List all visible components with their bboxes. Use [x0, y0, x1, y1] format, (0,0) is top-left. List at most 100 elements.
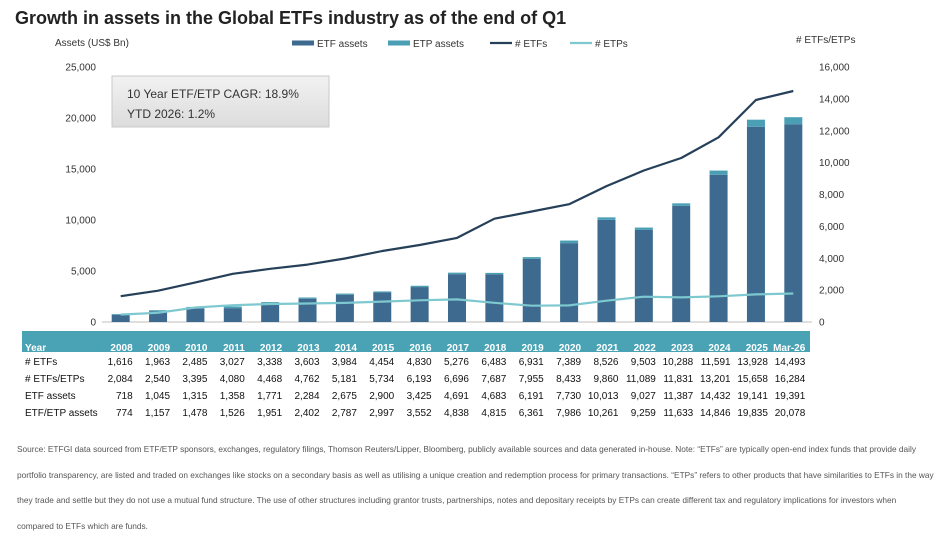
bar-etp-assets	[373, 291, 392, 293]
table-cell: 1,526	[220, 408, 245, 419]
table-cell: 19,141	[737, 391, 768, 402]
table-cell: 14,493	[775, 357, 806, 368]
bar-etf-assets	[746, 126, 765, 322]
table-cell: 1,157	[145, 408, 170, 419]
table-cell: 9,860	[593, 374, 618, 385]
table-row-label: # ETFs	[25, 357, 57, 368]
lines	[120, 89, 794, 316]
table-year-label: 2014	[335, 343, 358, 354]
bar-etp-assets	[410, 285, 429, 288]
table-year-label: 2012	[260, 343, 283, 354]
bar-etp-assets	[111, 314, 130, 315]
cagr-box	[111, 75, 330, 128]
legend-swatch	[292, 40, 314, 46]
table-cell: 3,395	[182, 374, 207, 385]
table-year-label: 2022	[634, 343, 657, 354]
legend-item: ETP assets	[388, 39, 464, 50]
table-cell: 1,616	[108, 357, 133, 368]
table-year-label: 2017	[447, 343, 470, 354]
table-year-label: 2008	[110, 343, 133, 354]
cagr-annotation: 10 Year ETF/ETP CAGR: 18.9% YTD 2026: 1.…	[111, 75, 330, 128]
table-year-label: 2010	[185, 343, 208, 354]
table-cell: 6,193	[407, 374, 432, 385]
y2-tick-label: 8,000	[819, 190, 844, 201]
legend-item: # ETFs	[490, 39, 547, 50]
table-cell: 2,900	[369, 391, 394, 402]
table-year-label: 2009	[148, 343, 171, 354]
y2-tick-label: 12,000	[819, 126, 850, 137]
table-cell: 2,675	[332, 391, 357, 402]
bar-etp-assets	[448, 272, 466, 275]
table-cell: 3,984	[332, 357, 357, 368]
table-row: # ETFs/ETPs 2,084 2,540 3,395 4,080 4,468 4,76…	[25, 374, 806, 385]
table-header-label: Year	[25, 343, 46, 354]
bar-etp-assets	[149, 310, 168, 312]
table-cell: 9,503	[631, 357, 656, 368]
table-year-label: 2015	[372, 343, 395, 354]
bar-etf-assets	[485, 274, 504, 322]
legend-label: # ETPs	[595, 39, 628, 50]
table-cell: 11,831	[663, 374, 693, 385]
table-year-label: Mar-26	[773, 343, 806, 354]
y-axis-title: Assets (US$ Bn)	[55, 38, 129, 49]
bar-etf-assets	[186, 308, 205, 322]
table-cell: 10,288	[663, 357, 694, 368]
bar-etp-assets	[522, 257, 541, 259]
table-year-label: 2025	[746, 343, 769, 354]
table-row-label: ETF/ETP assets	[25, 408, 98, 419]
table-cell: 1,478	[182, 408, 207, 419]
y-tick-label: 10,000	[65, 216, 96, 227]
table-cell: 5,276	[444, 357, 469, 368]
y2-tick-label: 4,000	[819, 254, 844, 265]
bar-etf-assets	[298, 298, 317, 322]
table-cell: 4,762	[294, 374, 319, 385]
legend-item: ETF assets	[292, 39, 368, 50]
table-year-label: 2024	[708, 343, 731, 354]
table-year-label: 2018	[484, 343, 507, 354]
bar-etp-assets	[709, 170, 728, 175]
table-cell: 8,433	[556, 374, 581, 385]
y-tick-label: 5,000	[71, 267, 96, 278]
bar-etp-assets	[560, 240, 579, 244]
table-cell: 3,425	[407, 391, 432, 402]
line-etfs	[120, 89, 794, 298]
table-cell: 9,259	[631, 408, 656, 419]
table-cell: 11,387	[663, 391, 693, 402]
bar-etf-assets	[672, 205, 691, 322]
table-row-label: ETF assets	[25, 391, 76, 402]
table-cell: 1,315	[182, 391, 207, 402]
bar-etf-assets	[709, 174, 728, 322]
table-cell: 4,838	[444, 408, 469, 419]
table-cell: 7,730	[556, 391, 581, 402]
table-cell: 10,261	[588, 408, 619, 419]
bar-etp-assets	[784, 117, 803, 125]
bar-etf-assets	[223, 308, 242, 322]
bar-etp-assets	[298, 297, 317, 299]
y2-tick-label: 2,000	[819, 286, 844, 297]
bar-etf-assets	[560, 243, 579, 322]
y-tick-label: 25,000	[65, 63, 96, 74]
y2-tick-label: 10,000	[819, 158, 850, 169]
table-cell: 1,771	[257, 391, 282, 402]
y-tick-label: 0	[90, 318, 96, 329]
y-axis: 0 5,000 10,000 15,000 20,000 25,000	[65, 63, 96, 329]
table-cell: 3,603	[294, 357, 319, 368]
table-year-label: 2013	[297, 343, 320, 354]
y2-tick-label: 14,000	[819, 94, 850, 105]
table-cell: 7,389	[556, 357, 581, 368]
table-year-label: 2016	[409, 343, 432, 354]
line-etps	[120, 292, 794, 316]
table-cell: 20,078	[775, 408, 806, 419]
bar-etp-assets	[597, 217, 616, 220]
table-row-label: # ETFs/ETPs	[25, 374, 84, 385]
table-cell: 5,734	[369, 374, 394, 385]
bar-etf-assets	[522, 258, 541, 322]
table-cell: 2,485	[182, 357, 207, 368]
table-year-label: 2023	[671, 343, 694, 354]
data-table: Year 2008 2009 2010 2011 2012 2013 2014 2015 2016…	[22, 331, 810, 419]
table-cell: 6,361	[519, 408, 544, 419]
table-cell: 6,483	[481, 357, 506, 368]
legend-label: ETP assets	[413, 39, 464, 50]
bar-etf-assets	[410, 287, 429, 322]
table-cell: 2,284	[294, 391, 319, 402]
